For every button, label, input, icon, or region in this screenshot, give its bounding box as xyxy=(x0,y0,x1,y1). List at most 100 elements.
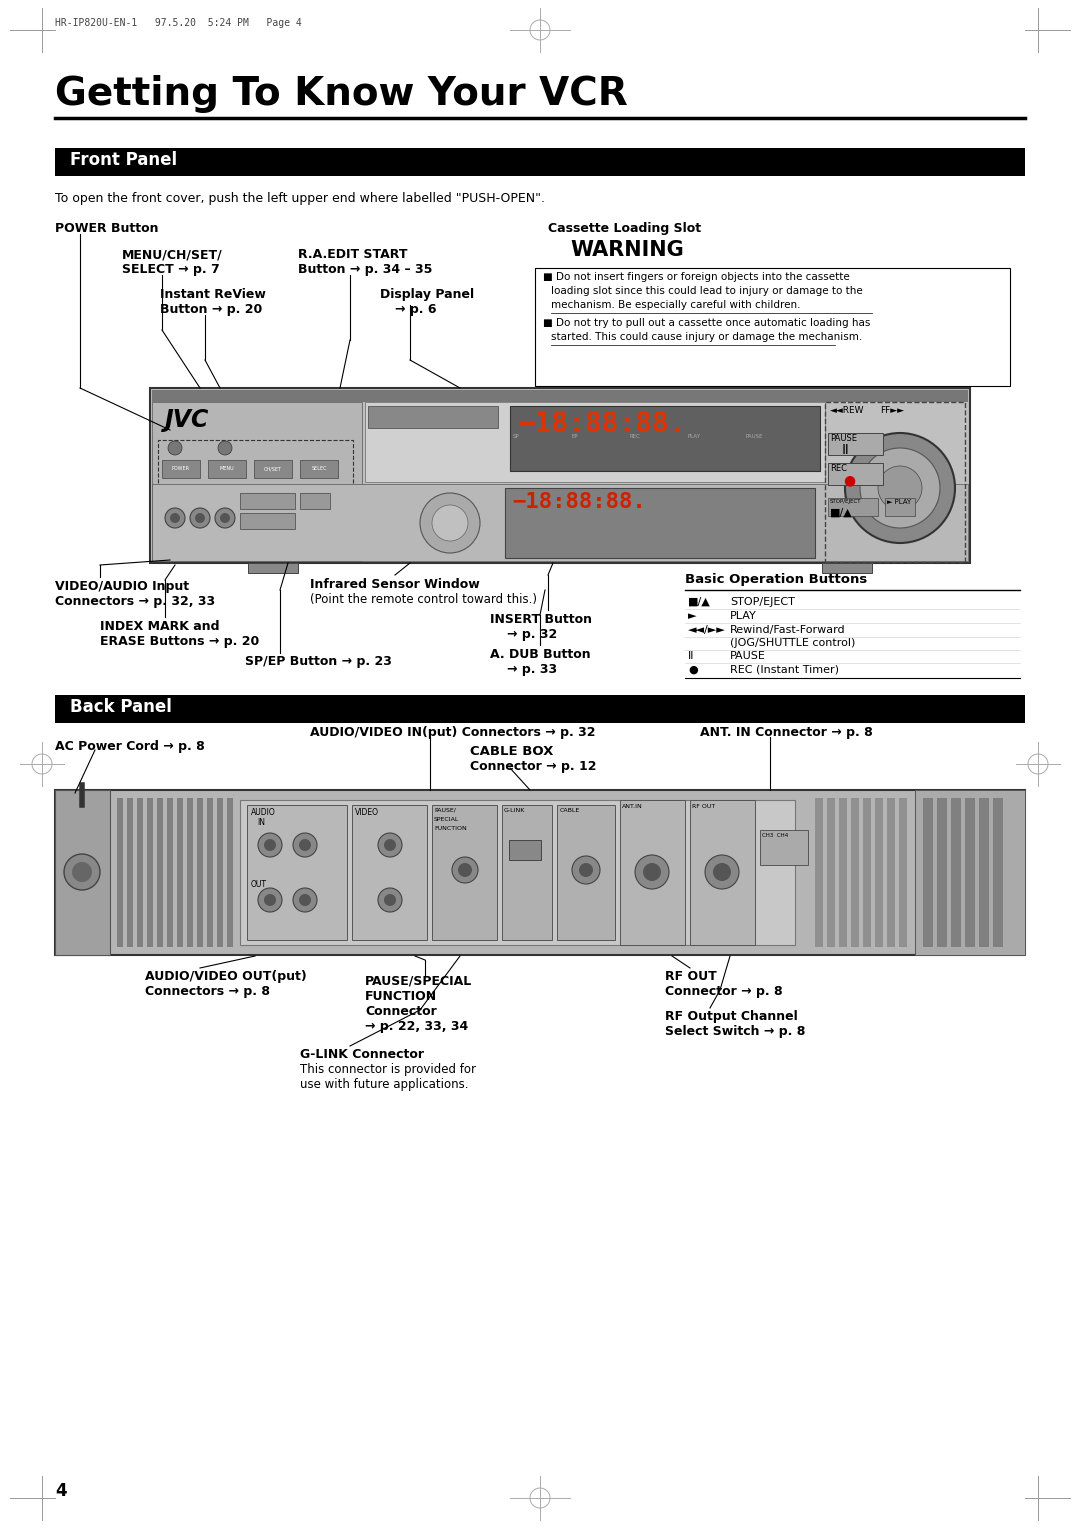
Text: STOP/EJECT: STOP/EJECT xyxy=(730,597,795,607)
Circle shape xyxy=(264,839,276,851)
Circle shape xyxy=(384,894,396,906)
Bar xyxy=(620,801,685,944)
Bar xyxy=(760,830,808,865)
Bar xyxy=(978,798,989,947)
Text: SP/EP Button → p. 23: SP/EP Button → p. 23 xyxy=(245,656,392,668)
Text: SP: SP xyxy=(513,434,519,439)
Text: → p. 22, 33, 34: → p. 22, 33, 34 xyxy=(365,1021,469,1033)
Text: Front Panel: Front Panel xyxy=(70,151,177,170)
Text: REC: REC xyxy=(629,434,639,439)
Bar xyxy=(55,790,1025,955)
Text: JVC: JVC xyxy=(165,408,210,432)
Text: 4: 4 xyxy=(55,1482,67,1500)
Text: INDEX MARK and: INDEX MARK and xyxy=(100,620,219,633)
Circle shape xyxy=(168,442,183,455)
Circle shape xyxy=(860,448,940,529)
Text: Connectors → p. 32, 33: Connectors → p. 32, 33 xyxy=(55,594,215,608)
Text: POWER: POWER xyxy=(172,466,190,472)
Bar xyxy=(197,798,203,947)
Bar xyxy=(254,460,292,478)
Bar xyxy=(157,798,163,947)
Bar xyxy=(300,460,338,478)
Text: REC (Instant Timer): REC (Instant Timer) xyxy=(730,665,839,675)
Bar xyxy=(158,440,353,500)
Circle shape xyxy=(579,863,593,877)
Circle shape xyxy=(190,507,210,529)
Bar xyxy=(240,513,295,529)
Text: Connector → p. 12: Connector → p. 12 xyxy=(470,759,596,773)
Text: IN: IN xyxy=(257,817,265,827)
Text: Back Panel: Back Panel xyxy=(70,698,172,717)
Bar xyxy=(851,798,859,947)
Circle shape xyxy=(258,888,282,912)
Circle shape xyxy=(64,854,100,889)
Bar xyxy=(557,805,615,940)
Bar xyxy=(993,798,1003,947)
Text: ◄◄/►►: ◄◄/►► xyxy=(688,625,726,636)
Text: AUDIO/VIDEO IN(put) Connectors → p. 32: AUDIO/VIDEO IN(put) Connectors → p. 32 xyxy=(310,726,595,740)
Bar xyxy=(167,798,173,947)
Bar xyxy=(247,805,347,940)
Bar xyxy=(217,798,222,947)
Text: PLAY: PLAY xyxy=(730,611,757,620)
Text: Infrared Sensor Window: Infrared Sensor Window xyxy=(310,578,480,591)
Bar xyxy=(248,562,298,573)
Text: Ⅱ: Ⅱ xyxy=(842,443,849,457)
Text: VIDEO: VIDEO xyxy=(355,808,379,817)
Text: started. This could cause injury or damage the mechanism.: started. This could cause injury or dama… xyxy=(551,332,862,342)
Text: SELEC: SELEC xyxy=(311,466,327,472)
Text: ANT.IN: ANT.IN xyxy=(622,804,643,808)
Text: This connector is provided for: This connector is provided for xyxy=(300,1063,476,1076)
Circle shape xyxy=(384,839,396,851)
Bar xyxy=(915,790,1025,955)
Bar xyxy=(502,805,552,940)
Bar xyxy=(365,402,825,481)
Circle shape xyxy=(705,856,739,889)
Circle shape xyxy=(215,507,235,529)
Text: FUNCTION: FUNCTION xyxy=(365,990,437,1002)
Circle shape xyxy=(572,856,600,885)
Bar xyxy=(152,484,968,561)
Text: FUNCTION: FUNCTION xyxy=(434,827,467,831)
Bar xyxy=(162,460,200,478)
Text: A. DUB Button: A. DUB Button xyxy=(490,648,591,662)
Circle shape xyxy=(218,442,232,455)
Circle shape xyxy=(299,894,311,906)
Circle shape xyxy=(420,494,480,553)
Text: G-LINK Connector: G-LINK Connector xyxy=(300,1048,424,1060)
Bar xyxy=(828,432,883,455)
Bar xyxy=(828,463,883,484)
Bar xyxy=(240,801,795,944)
Text: FF►►: FF►► xyxy=(880,406,904,416)
Text: RF Output Channel: RF Output Channel xyxy=(665,1010,798,1024)
Text: ■/▲: ■/▲ xyxy=(831,507,853,518)
Circle shape xyxy=(845,432,955,542)
Text: −18:88:88.: −18:88:88. xyxy=(518,410,686,439)
Text: Ⅱ: Ⅱ xyxy=(688,651,693,662)
Text: To open the front cover, push the left upper end where labelled "PUSH-OPEN".: To open the front cover, push the left u… xyxy=(55,193,545,205)
Text: RF OUT: RF OUT xyxy=(665,970,717,983)
Text: PLAY: PLAY xyxy=(687,434,700,439)
Text: G-LINK: G-LINK xyxy=(504,808,525,813)
Circle shape xyxy=(293,833,318,857)
Circle shape xyxy=(220,513,230,523)
Text: EP: EP xyxy=(571,434,578,439)
Bar xyxy=(368,406,498,428)
Text: CABLE BOX: CABLE BOX xyxy=(470,746,553,758)
Bar xyxy=(352,805,427,940)
Circle shape xyxy=(170,513,180,523)
Bar xyxy=(147,798,153,947)
Text: Connector: Connector xyxy=(365,1005,436,1018)
Text: Cassette Loading Slot: Cassette Loading Slot xyxy=(548,222,701,235)
Text: ●: ● xyxy=(843,474,855,487)
Bar xyxy=(55,790,110,955)
Circle shape xyxy=(165,507,185,529)
Text: POWER Button: POWER Button xyxy=(55,222,159,235)
Circle shape xyxy=(299,839,311,851)
Bar xyxy=(923,798,933,947)
Bar xyxy=(137,798,143,947)
Bar xyxy=(887,798,895,947)
Text: SELECT → p. 7: SELECT → p. 7 xyxy=(122,263,219,277)
Text: → p. 32: → p. 32 xyxy=(507,628,557,642)
Bar xyxy=(825,402,966,562)
